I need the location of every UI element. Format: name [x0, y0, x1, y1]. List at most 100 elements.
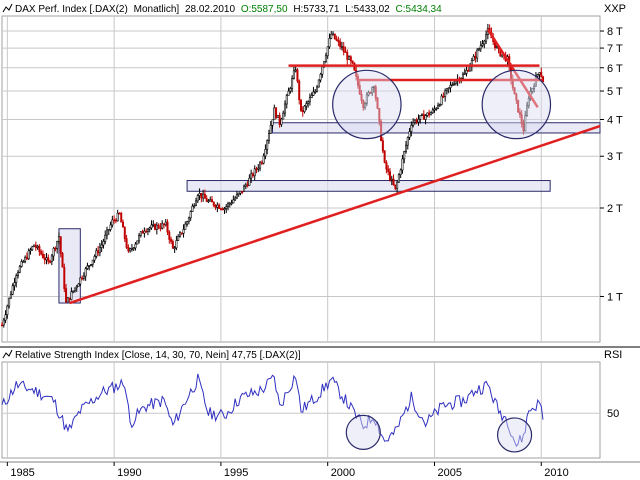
candle-body	[330, 33, 333, 39]
support-zones	[58, 122, 601, 304]
candle-body	[376, 97, 379, 109]
trendline	[69, 124, 601, 305]
candle-body	[77, 283, 80, 287]
candle-body	[154, 224, 157, 230]
candle-body	[161, 223, 164, 229]
candle-body	[298, 80, 301, 101]
candle-body	[442, 95, 445, 98]
candle-body	[45, 257, 48, 261]
candle-body	[2, 319, 5, 326]
candle-body	[358, 84, 361, 95]
candle-body	[374, 86, 377, 99]
candle-body	[351, 60, 354, 64]
candle-body	[171, 241, 174, 249]
candle-body	[243, 185, 246, 192]
candle-body	[324, 55, 327, 62]
candle-body	[453, 83, 456, 86]
candle-body	[31, 246, 34, 251]
candle-body	[371, 87, 374, 94]
candle-body	[200, 193, 203, 199]
x-tick-label: 1985	[10, 467, 34, 479]
x-tick-label: 2000	[331, 467, 355, 479]
candle-body	[292, 70, 295, 79]
candle-body	[477, 48, 480, 51]
candle-body	[17, 272, 20, 276]
candle-body	[82, 275, 85, 279]
candle-body	[467, 70, 470, 72]
candle-body	[396, 181, 399, 189]
candle-body	[317, 79, 320, 88]
candle-body	[387, 168, 390, 173]
candle-body	[91, 259, 94, 265]
candle-body	[381, 140, 384, 152]
candle-body	[399, 169, 402, 176]
candle-body	[294, 69, 297, 72]
y-axis-labels: 1 T 2 T 3 T 4 T 5 T 6 T 7 T 8 T 50	[600, 26, 623, 420]
candle-body	[216, 204, 219, 208]
header-open: O:5587,50	[241, 4, 288, 15]
candle-body	[424, 115, 427, 120]
candle-body	[495, 46, 498, 48]
y-tick-label: 8 T	[607, 26, 623, 38]
candle-body	[483, 40, 486, 45]
candle-body	[166, 221, 169, 233]
candle-body	[291, 78, 294, 89]
candle-body	[8, 297, 11, 307]
candle-body	[465, 70, 468, 74]
candle-body	[81, 277, 84, 280]
candle-body	[401, 158, 404, 171]
candle-body	[22, 261, 25, 263]
candle-body	[244, 184, 247, 187]
candle-body	[348, 56, 351, 60]
candle-body	[253, 168, 256, 177]
candle-body	[24, 256, 27, 262]
y-tick-label: 6 T	[607, 63, 623, 75]
candle-body	[106, 229, 109, 236]
candle-body	[178, 232, 181, 237]
y-tick-label: 1 T	[607, 291, 623, 303]
header-date: 28.02.2010	[185, 4, 235, 15]
candle-body	[264, 149, 267, 157]
candle-body	[531, 88, 534, 92]
candle-body	[177, 236, 180, 241]
header-close: C:5434,34	[396, 4, 443, 15]
candle-body	[203, 193, 206, 199]
candle-body	[223, 208, 226, 211]
highlight-circle	[332, 69, 402, 140]
candle-body	[186, 221, 189, 225]
highlight-circles	[332, 69, 552, 140]
candle-body	[95, 250, 98, 257]
candle-body	[333, 33, 336, 40]
candle-body	[164, 221, 167, 226]
candle-body	[257, 167, 260, 170]
candle-body	[211, 199, 214, 203]
candle-body	[59, 236, 62, 254]
candle-body	[428, 112, 431, 116]
candle-body	[369, 92, 372, 94]
candle-body	[239, 191, 242, 194]
support-zone	[186, 180, 551, 192]
candle-body	[123, 226, 126, 239]
candle-body	[273, 107, 276, 121]
candle-body	[248, 177, 251, 186]
candle-body	[47, 257, 50, 262]
x-tick-label: 1990	[117, 467, 141, 479]
candle-body	[337, 39, 340, 42]
line-chart-icon	[2, 349, 13, 359]
candle-body	[285, 95, 288, 105]
trend-lines	[69, 28, 601, 305]
trendline	[486, 28, 539, 109]
candle-body	[419, 115, 422, 120]
y-tick-label: 4 T	[607, 115, 623, 127]
candle-body	[518, 111, 521, 115]
candle-body	[0, 324, 3, 327]
candle-body	[308, 97, 311, 103]
rsi-header-text: Relative Strength Index [Close, 14, 30, …	[15, 350, 301, 361]
candle-body	[385, 162, 388, 170]
candle-body	[520, 114, 523, 125]
candle-body	[344, 51, 347, 53]
candle-body	[412, 122, 415, 126]
candle-body	[271, 119, 274, 126]
x-tick-label: 2010	[544, 467, 568, 479]
candle-body	[380, 121, 383, 141]
